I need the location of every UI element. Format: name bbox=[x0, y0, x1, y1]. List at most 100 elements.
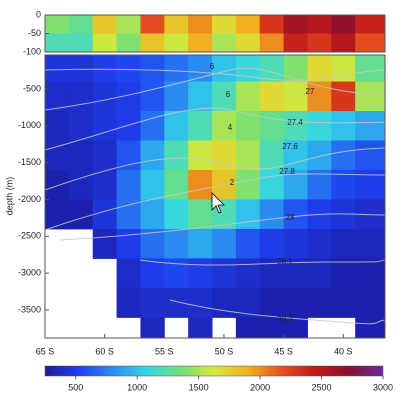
cell bbox=[164, 55, 189, 83]
cell bbox=[283, 317, 308, 339]
cell bbox=[116, 111, 141, 141]
cell bbox=[259, 111, 285, 141]
colorbar-tick-label: 500 bbox=[68, 382, 83, 392]
colorbar-tick-label: 2500 bbox=[312, 382, 332, 392]
cell bbox=[331, 140, 356, 171]
cell bbox=[283, 33, 308, 53]
cell bbox=[307, 228, 332, 259]
cell bbox=[68, 33, 94, 53]
top-y-tick-label: 0 bbox=[36, 9, 41, 19]
heatmap bbox=[45, 15, 386, 339]
cell bbox=[212, 287, 237, 318]
cell bbox=[307, 111, 332, 141]
cell bbox=[259, 140, 285, 171]
contour-label: 27.6 bbox=[282, 142, 298, 151]
cell bbox=[116, 287, 141, 318]
cell bbox=[188, 15, 213, 34]
cell bbox=[188, 81, 213, 112]
top-y-tick-label: -100 bbox=[23, 46, 41, 56]
cell bbox=[140, 33, 165, 53]
cell bbox=[235, 15, 261, 34]
cell bbox=[92, 55, 118, 83]
y-tick-label: -3500 bbox=[18, 304, 41, 314]
cell bbox=[45, 55, 70, 83]
cell bbox=[259, 287, 285, 318]
cell bbox=[235, 317, 261, 339]
cell bbox=[116, 15, 141, 34]
cell bbox=[259, 33, 285, 53]
cell bbox=[235, 228, 261, 259]
contour-label: 6 bbox=[226, 90, 231, 99]
cell bbox=[307, 33, 332, 53]
cell bbox=[355, 15, 386, 34]
cell bbox=[92, 228, 118, 259]
cell bbox=[212, 228, 237, 259]
colorbar-tick-label: 3000 bbox=[373, 382, 393, 392]
cell bbox=[307, 287, 332, 318]
cell bbox=[259, 55, 285, 83]
cell bbox=[188, 287, 213, 318]
cell bbox=[331, 228, 356, 259]
cell bbox=[188, 317, 213, 339]
cell bbox=[116, 33, 141, 53]
cell bbox=[140, 15, 165, 34]
cell bbox=[140, 258, 165, 289]
cell bbox=[164, 228, 189, 259]
main-frame bbox=[44, 54, 386, 339]
cell bbox=[140, 228, 165, 259]
cell bbox=[164, 15, 189, 34]
cell bbox=[331, 258, 356, 289]
y-tick-label: -1500 bbox=[18, 157, 41, 167]
cell bbox=[68, 199, 94, 230]
y-tick-label: -3000 bbox=[18, 268, 41, 278]
colorbar-tick-label: 1000 bbox=[127, 382, 147, 392]
cell bbox=[283, 55, 308, 83]
cell bbox=[92, 169, 118, 200]
contour-label: 28.2 bbox=[277, 315, 293, 324]
cell bbox=[355, 33, 386, 53]
x-tick-label: 55 S bbox=[155, 346, 174, 356]
cell bbox=[188, 199, 213, 230]
cell bbox=[92, 15, 118, 34]
cell bbox=[164, 81, 189, 112]
cell bbox=[283, 15, 308, 34]
cell bbox=[164, 111, 189, 141]
cell bbox=[283, 228, 308, 259]
cell bbox=[235, 140, 261, 171]
cell bbox=[283, 111, 308, 141]
cell bbox=[259, 317, 285, 339]
colorbar bbox=[44, 365, 384, 377]
cell bbox=[355, 258, 386, 289]
contour-label: 2 bbox=[230, 178, 235, 187]
cell bbox=[116, 228, 141, 259]
cell bbox=[92, 111, 118, 141]
y-tick-label: -2500 bbox=[18, 231, 41, 241]
cell bbox=[116, 258, 141, 289]
contour-label: 27.8 bbox=[279, 167, 295, 176]
cell bbox=[283, 258, 308, 289]
cell bbox=[140, 199, 165, 230]
cell bbox=[164, 199, 189, 230]
cell bbox=[307, 81, 332, 112]
cell bbox=[116, 199, 141, 230]
colorbar-tick-label: 1500 bbox=[189, 382, 209, 392]
cell bbox=[45, 169, 70, 200]
cell bbox=[331, 55, 356, 83]
cell bbox=[45, 33, 70, 53]
cell bbox=[45, 199, 70, 230]
cell bbox=[212, 55, 237, 83]
cell bbox=[283, 81, 308, 112]
contour-label: 28 bbox=[286, 213, 295, 222]
cell bbox=[307, 15, 332, 34]
contour-label: 6 bbox=[210, 62, 215, 71]
cell bbox=[116, 140, 141, 171]
cell bbox=[68, 169, 94, 200]
cell bbox=[140, 287, 165, 318]
x-tick-label: 60 S bbox=[95, 346, 114, 356]
cell bbox=[188, 169, 213, 200]
cell bbox=[164, 287, 189, 318]
cell bbox=[235, 33, 261, 53]
contour-label: 27 bbox=[306, 87, 315, 96]
cell bbox=[188, 33, 213, 53]
